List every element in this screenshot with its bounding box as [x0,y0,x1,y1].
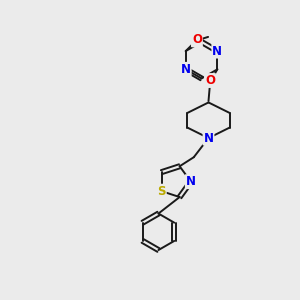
Text: N: N [186,175,196,188]
Text: S: S [157,185,166,198]
Text: N: N [203,132,214,145]
Text: N: N [181,63,191,76]
Text: O: O [192,33,202,46]
Text: N: N [212,45,222,58]
Text: O: O [205,74,215,87]
